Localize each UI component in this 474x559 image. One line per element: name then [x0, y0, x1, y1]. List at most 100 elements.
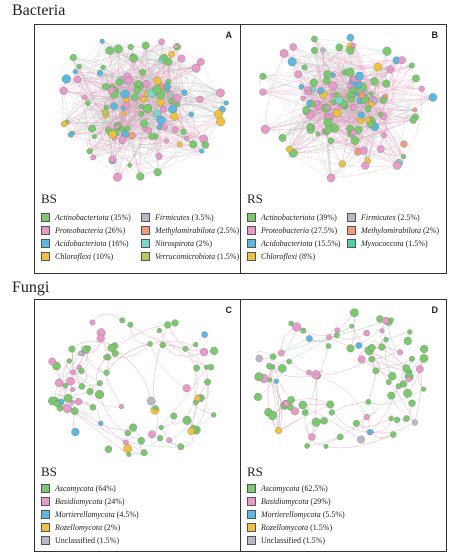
network-edge: [304, 59, 403, 68]
network-node: [428, 93, 438, 102]
network-edge: [282, 137, 332, 179]
network-edge: [262, 75, 340, 98]
network-node: [55, 378, 64, 388]
network-node: [177, 443, 185, 451]
network-node: [393, 416, 401, 424]
network-node: [72, 69, 78, 75]
network-node: [259, 72, 267, 80]
network-edge: [269, 379, 280, 431]
network-edge: [66, 78, 109, 131]
network-edge: [293, 72, 351, 154]
network-edge: [330, 143, 405, 179]
network-node: [298, 400, 307, 410]
legend-swatch: [41, 226, 50, 235]
network-edge: [99, 394, 142, 441]
network-edge: [87, 46, 131, 104]
network-edge: [63, 41, 162, 92]
network-edge: [403, 88, 423, 157]
network-edge: [70, 134, 158, 173]
network-node: [338, 160, 346, 168]
network-graph-a: [57, 38, 229, 182]
legend-b: Actinobacteriota (39%) Firmicutes (2.5%) P…: [247, 211, 439, 263]
legend-item: Ascomycota (62.5%): [247, 483, 328, 495]
network-node: [172, 126, 179, 134]
network-edge: [112, 121, 221, 160]
network-node: [140, 96, 147, 103]
network-edge: [113, 105, 187, 139]
network-node: [266, 363, 273, 370]
network-edge: [102, 41, 197, 69]
network-edge: [84, 97, 145, 124]
network-edge: [269, 336, 330, 367]
legend-name: Acidobacteriota: [55, 238, 107, 248]
network-node: [349, 86, 356, 93]
network-edge: [149, 41, 162, 137]
legend-percent: (64%): [93, 483, 116, 493]
network-edge: [310, 127, 398, 166]
network-node: [314, 100, 321, 106]
network-node: [352, 420, 360, 427]
network-node: [286, 358, 292, 365]
network-edge: [92, 90, 116, 158]
legend-swatch: [141, 226, 150, 235]
network-edge: [117, 48, 122, 130]
network-node: [66, 358, 72, 364]
network-node: [182, 415, 192, 425]
network-node: [395, 383, 402, 390]
network-edge: [84, 67, 197, 98]
network-edge: [55, 353, 81, 402]
network-node: [317, 87, 325, 94]
network-node: [358, 111, 365, 119]
network-node: [156, 115, 166, 125]
network-node: [67, 131, 74, 138]
network-edge: [262, 76, 343, 165]
network-edge: [101, 114, 113, 160]
network-node: [158, 425, 164, 430]
network-edge: [66, 79, 123, 123]
network-edge: [136, 90, 152, 137]
network-edge: [289, 120, 414, 150]
network-edge: [79, 46, 178, 67]
network-node: [126, 452, 132, 457]
network-node: [168, 98, 175, 105]
network-edge: [63, 90, 187, 139]
legend-name: Basidiomycota: [261, 496, 309, 506]
network-edge: [262, 90, 433, 98]
network-node: [326, 334, 332, 340]
network-edge: [116, 100, 172, 128]
network-edge: [121, 79, 187, 139]
network-node: [137, 437, 145, 445]
network-edge: [262, 76, 311, 131]
network-node: [358, 92, 366, 99]
legend-percent: (2%): [102, 522, 121, 532]
group-label-rs: RS: [247, 191, 263, 206]
network-node: [60, 120, 68, 128]
network-edge: [325, 102, 372, 114]
network-node: [127, 43, 134, 50]
network-edge: [105, 111, 167, 142]
network-node: [408, 399, 416, 407]
network-node: [98, 420, 104, 426]
network-node: [349, 323, 355, 329]
network-edge: [292, 61, 360, 77]
network-edge: [358, 345, 407, 369]
network-edge: [149, 343, 187, 389]
network-edge: [314, 50, 434, 98]
panel-letter-c: C: [225, 305, 233, 315]
network-node: [96, 334, 105, 343]
network-edge: [330, 140, 404, 157]
network-edge: [298, 74, 351, 130]
network-node: [357, 435, 365, 444]
network-node: [298, 84, 305, 90]
network-edge: [383, 97, 404, 157]
network-node: [170, 412, 178, 420]
network-edge: [89, 99, 144, 152]
network-node: [121, 111, 126, 117]
network-edge: [77, 79, 187, 139]
network-node: [337, 433, 344, 441]
network-edge: [73, 57, 147, 84]
network-node: [322, 76, 331, 85]
fungi-title: Fungi: [12, 279, 50, 296]
network-node: [216, 117, 226, 127]
network-node: [180, 128, 187, 135]
